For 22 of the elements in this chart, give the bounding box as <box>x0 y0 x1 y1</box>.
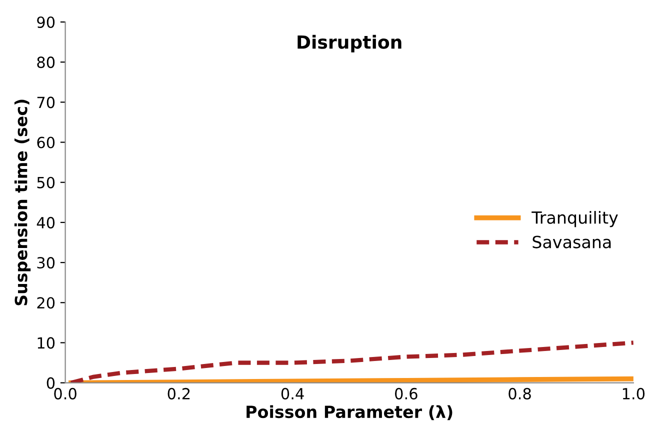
x-tick-label: 0.2 <box>168 388 190 400</box>
y-tick-label: 60 <box>37 136 55 148</box>
y-tick-label: 30 <box>37 257 55 269</box>
y-tick-label: 0 <box>46 377 55 389</box>
x-tick-label: 0.8 <box>508 388 531 400</box>
y-tick-label: 50 <box>37 176 55 188</box>
y-axis-title: Suspension time (sec) <box>14 100 31 306</box>
legend-label: Savasana <box>532 236 611 248</box>
text: Disruption <box>298 34 402 52</box>
legend-label: Tranquility <box>532 210 618 228</box>
y-tick-label: 10 <box>38 337 55 349</box>
y-tick-label: 70 <box>37 96 55 108</box>
y-tick-label: 20 <box>37 297 55 309</box>
x-tick-label: 0.4 <box>281 388 304 400</box>
x-tick-label: 1.0 <box>622 388 645 400</box>
y-tick-label: 80 <box>37 56 55 68</box>
x-axis-title: Poisson Parameter (λ) <box>246 405 452 420</box>
y-tick-label: 40 <box>36 216 55 228</box>
line-series <box>68 340 634 383</box>
x-tick-label: 0.0 <box>54 388 76 400</box>
x-tick-label: 0.6 <box>395 388 418 400</box>
y-tick-label: 90 <box>37 16 55 28</box>
